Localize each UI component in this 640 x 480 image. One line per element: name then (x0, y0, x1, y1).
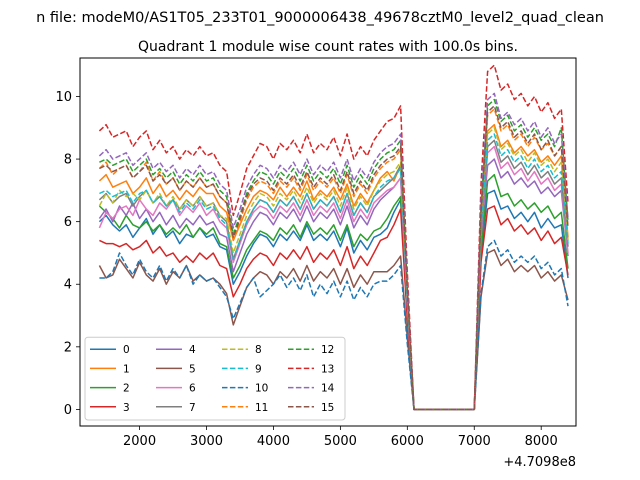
series-line-1 (98, 123, 569, 411)
legend-label-3: 3 (123, 402, 130, 414)
y-tick-label: 8 (64, 153, 72, 168)
series-line-15 (99, 105, 569, 411)
legend-box (84, 336, 346, 421)
x-tick-label: 5000 (324, 434, 357, 449)
y-tick-label: 4 (64, 278, 72, 293)
series-layer (98, 64, 569, 411)
series-line-0 (98, 189, 569, 411)
legend-label-12: 12 (321, 344, 334, 356)
legend-label-11: 11 (255, 402, 268, 414)
series-line-4 (98, 158, 569, 411)
series-line-2 (98, 173, 569, 411)
x-tick-label: 7000 (458, 434, 491, 449)
series-line-5 (98, 249, 569, 411)
legend-label-8: 8 (255, 344, 262, 356)
legend-label-13: 13 (321, 363, 334, 375)
legend-label-14: 14 (321, 383, 335, 395)
legend-label-6: 6 (189, 383, 196, 395)
series-line-6 (98, 145, 569, 411)
x-tick-label: 6000 (391, 434, 424, 449)
x-tick-label: 2000 (123, 434, 156, 449)
legend-label-15: 15 (321, 402, 334, 414)
series-line-12 (99, 98, 569, 411)
series-line-3 (99, 205, 569, 411)
legend-label-9: 9 (255, 363, 262, 375)
x-tick-label: 3000 (190, 434, 223, 449)
y-tick-label: 0 (64, 403, 72, 418)
y-tick-label: 2 (64, 340, 72, 355)
y-tick-label: 6 (64, 215, 72, 230)
x-axis: 2000 3000 4000 5000 6000 7000 8000 (123, 426, 558, 449)
series-line-14 (98, 92, 569, 411)
series-line-10 (99, 239, 569, 411)
figure-suptitle: n file: modeM0/AS1T05_233T01_9000006438_… (36, 10, 604, 26)
legend-label-10: 10 (255, 383, 268, 395)
legend-label-0: 0 (123, 344, 130, 356)
chart-title: Quadrant 1 module wise count rates with … (138, 39, 518, 55)
legend-label-2: 2 (123, 383, 130, 395)
x-tick-label: 8000 (525, 434, 558, 449)
x-offset-label: +4.7098e8 (503, 455, 576, 470)
series-line-8 (98, 127, 569, 411)
y-axis: 0 2 4 6 8 10 (55, 90, 80, 418)
plot-frame (79, 57, 577, 427)
series-line-9 (99, 133, 569, 411)
y-tick-label: 10 (55, 90, 72, 105)
legend-label-7: 7 (189, 402, 196, 414)
legend-label-5: 5 (189, 363, 196, 375)
x-tick-label: 4000 (257, 434, 290, 449)
legend-label-4: 4 (189, 344, 196, 356)
legend-label-1: 1 (123, 363, 130, 375)
